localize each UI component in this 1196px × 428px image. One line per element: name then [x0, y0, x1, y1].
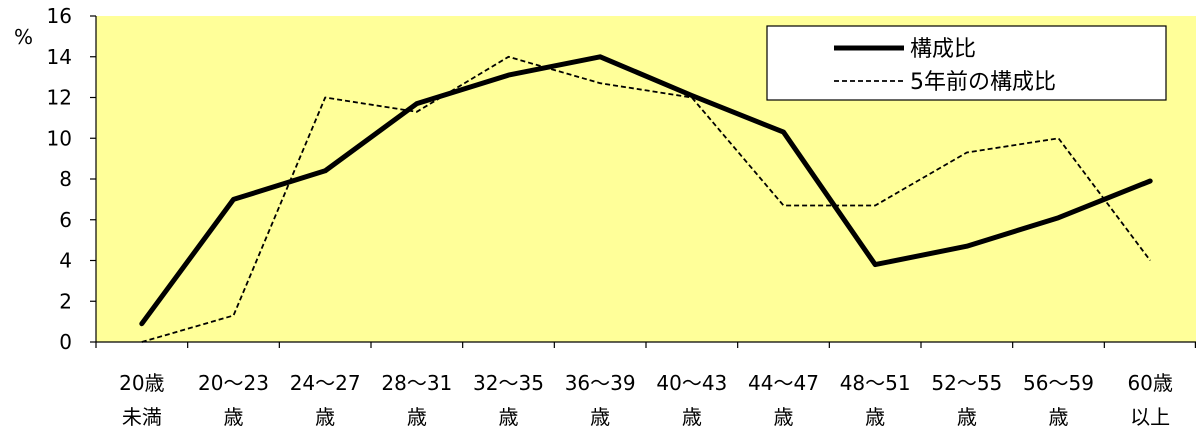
x-tick-label: 36～39 [565, 371, 636, 395]
y-tick-label: 10 [47, 126, 72, 150]
x-tick-label: 60歳 [1127, 371, 1172, 395]
y-tick-label: 0 [59, 330, 72, 354]
x-tick-label: 48～51 [840, 371, 911, 395]
legend-label-series-2: 5年前の構成比 [910, 70, 1056, 95]
legend-label-series-1: 構成比 [910, 37, 976, 62]
x-tick-label: 28～31 [381, 371, 452, 395]
x-tick-label: 歳 [682, 405, 702, 428]
x-tick-label: 未満 [122, 405, 162, 428]
legend-box [766, 25, 1167, 101]
y-axis-unit-label: % [14, 25, 33, 49]
x-tick-label: 20～23 [198, 371, 269, 395]
x-tick-label: 32～35 [473, 371, 544, 395]
y-tick-label: 4 [59, 249, 72, 273]
y-tick-label: 8 [59, 167, 72, 191]
x-tick-label: 40～43 [656, 371, 727, 395]
y-tick-label: 16 [47, 4, 72, 28]
series-line-1 [139, 54, 1153, 327]
x-tick-label: 24～27 [290, 371, 361, 395]
x-tick-label: 歳 [407, 405, 427, 428]
series-layer [139, 54, 1153, 343]
x-tick-label: 56～59 [1023, 371, 1094, 395]
x-tick-label: 歳 [774, 405, 794, 428]
legend: 構成比 5年前の構成比 [766, 25, 1167, 101]
x-tick-label: 以上 [1130, 405, 1170, 428]
x-tick-label: 歳 [224, 405, 244, 428]
y-axis: 0 2 4 6 8 10 12 14 16 [47, 4, 97, 354]
x-tick-label: 歳 [315, 405, 335, 428]
x-tick-label: 歳 [865, 405, 885, 428]
y-tick-label: 6 [59, 208, 72, 232]
x-tick-label: 52～55 [931, 371, 1002, 395]
x-tick-label: 歳 [590, 405, 610, 428]
x-tick-label: 歳 [1049, 405, 1069, 428]
x-tick-label: 歳 [957, 405, 977, 428]
y-tick-label: 14 [47, 45, 72, 69]
x-tick-label: 歳 [499, 405, 519, 428]
x-tick-label: 20歳 [119, 371, 164, 395]
x-tick-label: 44～47 [748, 371, 819, 395]
series-line-2 [141, 55, 1151, 343]
y-tick-label: 12 [47, 86, 72, 110]
y-tick-label: 2 [59, 289, 72, 313]
